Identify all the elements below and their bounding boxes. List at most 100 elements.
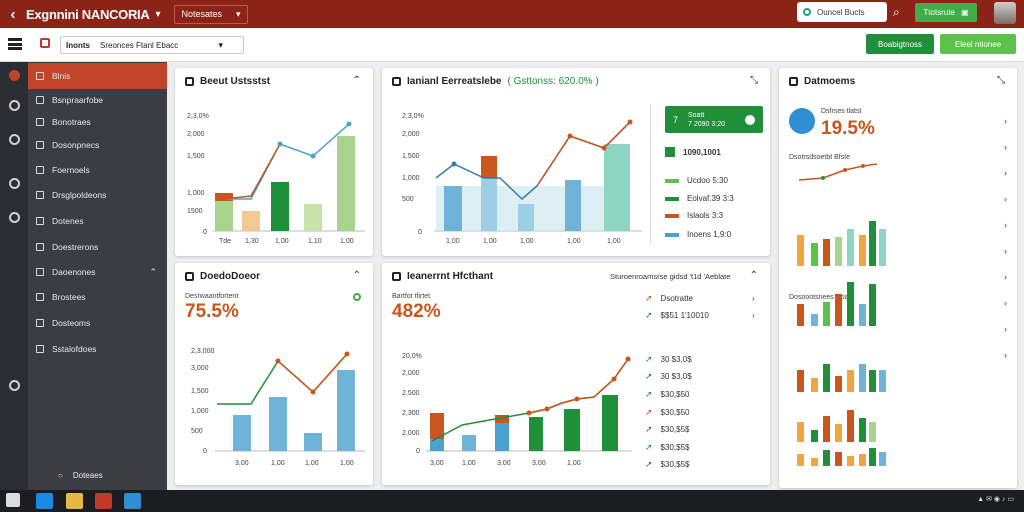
sidebar-item[interactable]: Bonotraes — [28, 109, 167, 135]
app-title: Exgnnini NANCORIA — [26, 6, 150, 22]
list-item[interactable]: ➚ 30 $3,0$ — [645, 354, 692, 365]
metric-label: Desrwaantfortent — [185, 293, 239, 300]
list-item[interactable]: ➚ $30,$50 — [645, 407, 689, 418]
settings-icon[interactable] — [9, 380, 20, 391]
row-chevrons[interactable]: › › › › › › › › › › — [1004, 116, 1007, 360]
sidebar-item[interactable]: Blnis — [28, 63, 167, 89]
doc-icon[interactable] — [9, 212, 20, 223]
kpi-tile[interactable]: 7 Soatt 7 2090 3:20 — [665, 106, 763, 133]
bar — [859, 454, 866, 466]
combo-chart-2: 2,3,0% 2,000 1,500 1,000 500 0 1,00 1,00… — [402, 113, 642, 245]
sidebar-item[interactable]: Dosonpnecs — [28, 132, 167, 158]
workspace-dropdown[interactable]: Notesates ▾ — [174, 4, 248, 24]
bar — [518, 204, 534, 231]
list-item[interactable]: ➚ $30,$5$ — [645, 442, 689, 453]
y-tick: 1,000 — [402, 175, 420, 182]
bars-group-1 — [797, 221, 886, 266]
point — [344, 351, 350, 357]
sidebar-item[interactable]: Dosteoms — [28, 310, 167, 336]
bar — [859, 235, 866, 266]
compass-icon[interactable] — [9, 178, 20, 189]
home-icon[interactable] — [9, 70, 20, 81]
bar — [271, 182, 289, 231]
app-icon[interactable] — [124, 493, 141, 509]
avatar[interactable] — [994, 2, 1016, 24]
y-tick: 2,3,000 — [191, 348, 214, 355]
mini-line — [798, 163, 878, 181]
sidebar-item-label: Brostees — [52, 292, 86, 302]
folder-icon[interactable] — [66, 493, 83, 509]
sidebar-item[interactable]: Doestrerons — [28, 234, 167, 260]
list-item[interactable]: ➚ $30,$5$ — [645, 459, 689, 470]
expand-icon[interactable]: ⤡ — [750, 75, 758, 86]
bar — [811, 243, 818, 266]
bar — [215, 201, 233, 231]
series-line-orange — [277, 353, 348, 394]
expand-icon[interactable]: ⤡ — [997, 75, 1005, 86]
sidebar-item[interactable]: Daoenones ⌃ — [28, 259, 167, 285]
card-title: Beeut Ustsstst — [185, 76, 270, 87]
card-title-text: DoedoDoeor — [200, 271, 260, 282]
list-label: $30,$5$ — [660, 443, 690, 452]
item-icon — [36, 319, 44, 327]
sidebar-item[interactable]: Dotenes — [28, 208, 167, 234]
bar — [859, 418, 866, 442]
browser-icon[interactable] — [36, 493, 53, 509]
combo-chart-5: 20,0% 2,000 2,500 2,300 2,000 0 3,00 1,0… — [402, 353, 632, 467]
search-input[interactable]: Ouncel Bucts — [797, 2, 887, 22]
sidebar-item[interactable]: Sstalofdoes — [28, 336, 167, 362]
clock-icon[interactable] — [9, 134, 20, 145]
section-label: Dsotrsdsoetbt Bfste — [789, 154, 851, 161]
chevron-down-icon[interactable]: ▾ — [155, 8, 161, 20]
point — [275, 358, 281, 364]
lock-icon[interactable] — [9, 100, 20, 111]
metric-label: Dsfrses tlatst — [821, 108, 862, 115]
sidebar-item[interactable]: Foernoels — [28, 157, 167, 183]
workspace-label: Notesates — [181, 9, 223, 19]
app-icon[interactable] — [95, 493, 112, 509]
list-item[interactable]: ➚ $$51 1'10010 › — [645, 310, 755, 321]
bar — [481, 178, 497, 231]
card-chart-2: Ianianl Eerreatslebe ( Gsttonss: 620.0% )… — [382, 68, 770, 256]
system-tray[interactable]: ▲ ✉ ◉ ♪ ▭ — [977, 496, 1014, 503]
bar — [835, 452, 842, 466]
start-icon[interactable] — [6, 493, 20, 507]
y-tick: 1,000 — [191, 408, 209, 415]
filter-select[interactable]: Inonts Sreonces Ftanl Ebacc ▾ — [60, 36, 244, 54]
sidebar-item[interactable]: Brostees — [28, 284, 167, 310]
collapse-icon[interactable]: ⌃ — [749, 270, 758, 281]
point — [574, 396, 580, 402]
item-icon — [36, 118, 44, 126]
list-item[interactable]: ➚ Dsotratte › — [645, 293, 755, 304]
divider — [650, 104, 651, 244]
bar — [242, 211, 260, 231]
menu-icon[interactable] — [8, 38, 22, 50]
bar — [462, 435, 476, 451]
sidebar-item-label: Drsglpoldeons — [52, 190, 107, 200]
top-bar: ‹ Exgnnini NANCORIA ▾ Notesates ▾ Ouncel … — [0, 0, 1024, 28]
back-icon[interactable]: ‹ — [10, 5, 16, 23]
sidebar-item[interactable]: Drsglpoldeons — [28, 182, 167, 208]
list-item[interactable]: ➚ $30,$5$ — [645, 424, 689, 435]
y-tick: 0 — [418, 229, 422, 236]
legend-item: Inoens 1,9:0 — [665, 230, 731, 239]
bar — [811, 378, 818, 392]
x-tick: 1,00 — [340, 238, 354, 245]
x-tick: 1,00 — [340, 460, 354, 467]
collapse-icon[interactable]: ⌃ — [352, 270, 361, 281]
legend-swatch — [665, 178, 679, 183]
chevron-down-icon: ▾ — [236, 8, 241, 19]
collapse-icon[interactable]: ⌃ — [352, 75, 361, 86]
sidebar-item[interactable]: Bsnpraarfobe — [28, 87, 167, 113]
list-item[interactable]: ➚ 30 $3,0$ — [645, 371, 692, 382]
sidebar-footer[interactable]: ○ Doteaes — [58, 471, 103, 480]
primary-button[interactable]: Boabigtnoss — [866, 34, 934, 54]
magnifier-icon[interactable]: ⌕ — [893, 5, 900, 19]
action-button[interactable]: Ttotsrute ▣ — [915, 3, 977, 22]
y-tick: 1,500 — [402, 153, 420, 160]
list-label: $30,$5$ — [660, 425, 690, 434]
secondary-button[interactable]: Eleel ntionee — [940, 34, 1016, 54]
list-item[interactable]: ➚ $30,$50 — [645, 389, 689, 400]
sidebar-item-label: Foernoels — [52, 165, 90, 175]
y-tick: 1,000 — [187, 190, 205, 197]
